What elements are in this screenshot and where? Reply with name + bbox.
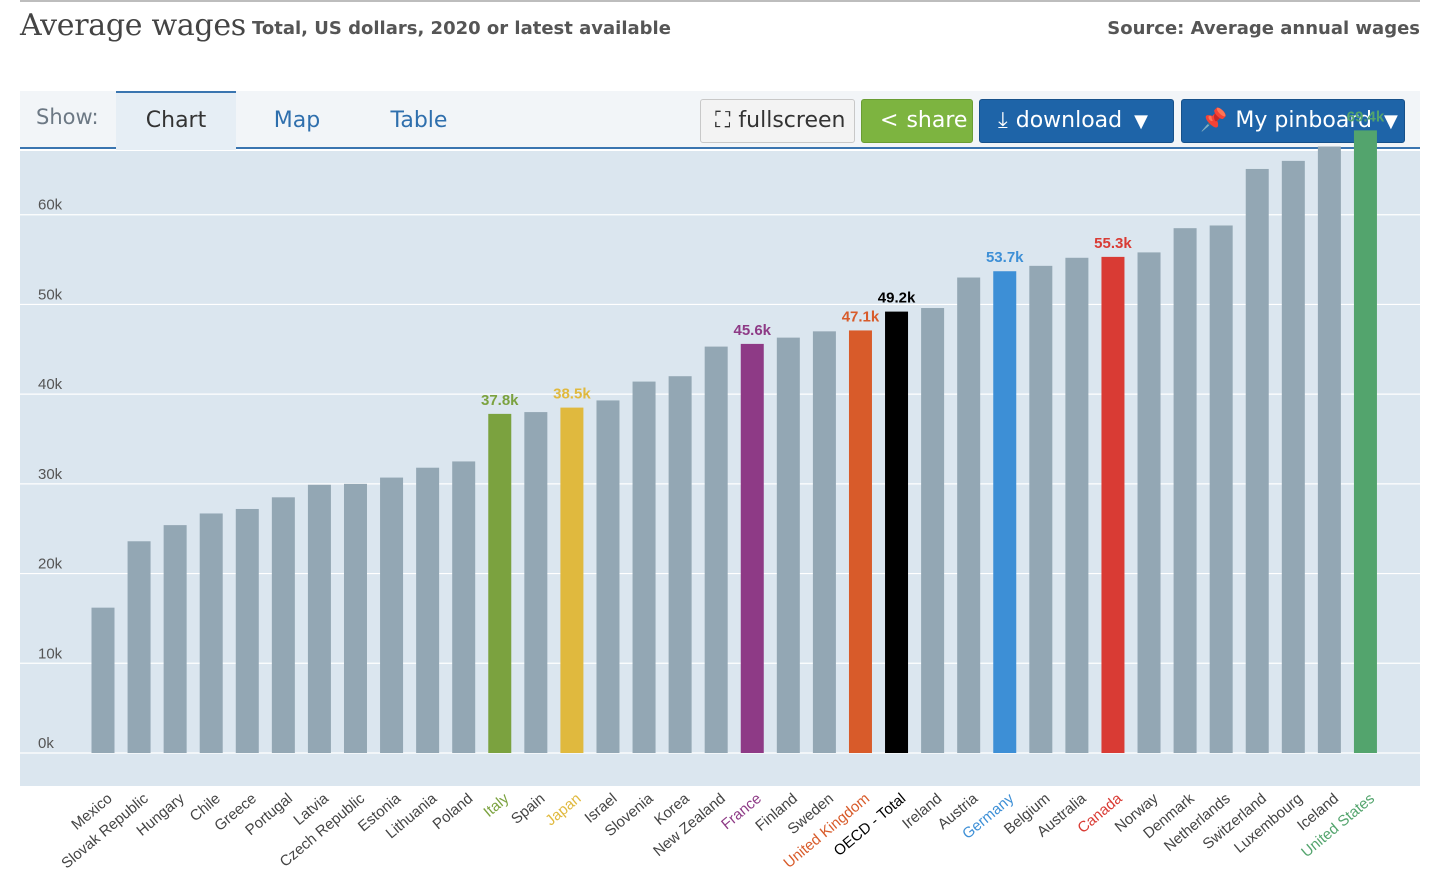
fullscreen-button[interactable]: ⛶ fullscreen <box>700 99 855 143</box>
bar[interactable] <box>163 525 187 753</box>
bar[interactable] <box>1065 257 1089 753</box>
bar[interactable] <box>1173 228 1197 753</box>
bar[interactable] <box>199 513 223 753</box>
bar[interactable] <box>957 277 981 753</box>
page-subtitle: Total, US dollars, 2020 or latest availa… <box>252 18 671 39</box>
x-tick-label: Japan <box>542 790 584 829</box>
bar[interactable] <box>1101 256 1125 753</box>
bar[interactable] <box>1317 146 1341 753</box>
bar[interactable] <box>993 271 1017 753</box>
show-label: Show: <box>36 105 99 129</box>
download-label: download <box>1015 108 1123 133</box>
bar[interactable] <box>1245 168 1269 753</box>
x-tick-label: Italy <box>480 790 512 821</box>
bar[interactable] <box>740 343 764 753</box>
download-icon: ⤓ <box>998 108 1008 133</box>
fullscreen-icon: ⛶ <box>715 108 731 133</box>
y-tick-label: 60k <box>38 197 63 214</box>
pin-icon: 📌 <box>1200 108 1228 133</box>
data-label: 53.7k <box>986 249 1024 266</box>
bar[interactable] <box>127 541 151 753</box>
bar[interactable] <box>848 330 872 753</box>
data-label: 55.3k <box>1094 235 1132 252</box>
x-tick-label: Poland <box>430 790 477 833</box>
share-icon: < <box>880 108 899 133</box>
bar[interactable] <box>235 508 259 753</box>
data-label: 38.5k <box>553 386 591 403</box>
y-tick-label: 40k <box>38 376 63 393</box>
y-tick-label: 0k <box>38 735 54 752</box>
tab-map[interactable]: Map <box>273 108 321 133</box>
pinboard-label: My pinboard <box>1235 108 1372 133</box>
chevron-down-icon: ▼ <box>1383 111 1398 132</box>
bar[interactable] <box>452 461 476 753</box>
tab-chart[interactable]: Chart <box>116 91 236 150</box>
bar[interactable] <box>1137 252 1161 753</box>
tab-table[interactable]: Table <box>390 108 448 133</box>
y-tick-label: 10k <box>38 645 63 662</box>
bar[interactable] <box>1029 265 1053 753</box>
view-toolbar: Show: Chart Map Table ⛶ fullscreen < share… <box>20 91 1420 150</box>
data-label: 47.1k <box>842 308 880 325</box>
bar[interactable] <box>1281 160 1305 753</box>
bar[interactable] <box>885 311 909 753</box>
bar[interactable] <box>343 483 367 753</box>
bar[interactable] <box>776 337 800 753</box>
bar[interactable] <box>704 346 728 753</box>
x-tick-label: Spain <box>508 790 548 828</box>
y-tick-label: 30k <box>38 466 63 483</box>
bar[interactable] <box>91 607 115 753</box>
bar[interactable] <box>524 412 548 753</box>
x-tick-label: Ireland <box>899 790 945 833</box>
data-label: 69.4k <box>1347 108 1385 125</box>
bar[interactable] <box>271 497 295 753</box>
bar[interactable] <box>307 484 331 753</box>
bar[interactable] <box>1209 225 1233 754</box>
y-tick-label: 20k <box>38 556 63 573</box>
share-button[interactable]: < share <box>861 99 973 143</box>
bar[interactable] <box>632 381 656 753</box>
bar[interactable] <box>812 331 836 753</box>
data-label: 49.2k <box>878 290 916 307</box>
top-rule <box>20 0 1420 2</box>
bar[interactable] <box>1353 130 1377 753</box>
data-label: 37.8k <box>481 392 519 409</box>
download-button[interactable]: ⤓ download ▼ <box>979 99 1174 143</box>
y-tick-label: 50k <box>38 286 63 303</box>
bar[interactable] <box>668 376 692 753</box>
page-title: Average wages <box>20 8 246 43</box>
bar[interactable] <box>380 477 404 753</box>
bar[interactable] <box>921 308 945 753</box>
data-label: 45.6k <box>733 322 771 339</box>
bar[interactable] <box>596 400 620 753</box>
bar[interactable] <box>560 407 584 753</box>
share-label: share <box>906 108 968 133</box>
bar[interactable] <box>488 413 512 753</box>
chevron-down-icon: ▼ <box>1134 111 1148 132</box>
bar[interactable] <box>416 467 440 753</box>
fullscreen-label: fullscreen <box>738 108 846 133</box>
source-note[interactable]: Source: Average annual wages <box>1107 18 1420 39</box>
